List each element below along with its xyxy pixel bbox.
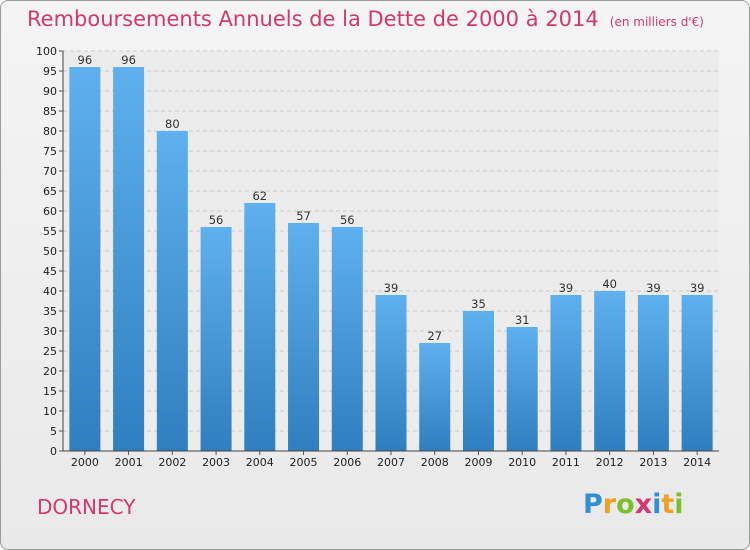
bar <box>69 67 101 451</box>
x-tick-label: 2010 <box>508 456 536 469</box>
bar <box>113 67 145 451</box>
y-tick-label: 55 <box>43 225 57 238</box>
x-tick-label: 2006 <box>333 456 361 469</box>
y-tick-label: 5 <box>50 425 57 438</box>
logo-letter: i <box>652 489 662 520</box>
bar <box>288 223 320 451</box>
bar <box>506 327 538 451</box>
bar <box>419 343 451 451</box>
logo-letter: r <box>602 489 617 520</box>
data-label: 40 <box>602 277 617 291</box>
x-tick-label: 2008 <box>421 456 449 469</box>
data-label: 27 <box>427 329 442 343</box>
y-tick-label: 75 <box>43 145 57 158</box>
bar <box>637 295 669 451</box>
y-tick-label: 95 <box>43 65 57 78</box>
y-tick-label: 40 <box>43 285 57 298</box>
x-tick-label: 2005 <box>290 456 318 469</box>
y-tick-label: 90 <box>43 85 57 98</box>
y-tick-label: 45 <box>43 265 57 278</box>
bar <box>200 227 232 451</box>
data-label: 35 <box>471 297 486 311</box>
y-tick-label: 65 <box>43 185 57 198</box>
logo-letter: o <box>616 489 635 520</box>
data-label: 96 <box>121 53 136 67</box>
data-label: 39 <box>646 281 661 295</box>
logo-letter: i <box>674 489 684 520</box>
data-label: 31 <box>515 313 530 327</box>
chart-unit-note: (en milliers d'€) <box>609 15 704 29</box>
data-label: 57 <box>296 209 311 223</box>
data-label: 96 <box>78 53 93 67</box>
bar <box>462 311 494 451</box>
chart-title: Remboursements Annuels de la Dette de 20… <box>27 7 599 31</box>
chart-title-row: Remboursements Annuels de la Dette de 20… <box>27 7 704 31</box>
x-tick-label: 2007 <box>377 456 405 469</box>
y-tick-label: 35 <box>43 305 57 318</box>
data-label: 80 <box>165 117 180 131</box>
x-tick-label: 2001 <box>115 456 143 469</box>
y-tick-label: 70 <box>43 165 57 178</box>
x-tick-label: 2009 <box>464 456 492 469</box>
bar <box>550 295 582 451</box>
x-tick-label: 2000 <box>71 456 99 469</box>
data-label: 56 <box>209 213 224 227</box>
data-label: 39 <box>384 281 399 295</box>
y-tick-label: 100 <box>36 45 57 58</box>
bar <box>156 131 188 451</box>
bar <box>331 227 363 451</box>
y-tick-label: 20 <box>43 365 57 378</box>
y-tick-label: 30 <box>43 325 57 338</box>
x-tick-label: 2003 <box>202 456 230 469</box>
x-tick-label: 2004 <box>246 456 274 469</box>
x-tick-label: 2002 <box>158 456 186 469</box>
x-tick-label: 2011 <box>552 456 580 469</box>
y-tick-label: 25 <box>43 345 57 358</box>
y-tick-label: 85 <box>43 105 57 118</box>
x-tick-label: 2012 <box>596 456 624 469</box>
x-tick-label: 2014 <box>683 456 711 469</box>
y-tick-label: 0 <box>50 445 57 458</box>
y-tick-label: 10 <box>43 405 57 418</box>
data-label: 39 <box>690 281 705 295</box>
y-tick-label: 15 <box>43 385 57 398</box>
data-label: 62 <box>252 189 267 203</box>
proxiti-logo: Proxiti <box>583 489 684 520</box>
y-tick-label: 50 <box>43 245 57 258</box>
bar <box>681 295 713 451</box>
y-tick-label: 80 <box>43 125 57 138</box>
logo-letter: x <box>634 489 653 520</box>
commune-name: DORNECY <box>37 495 136 519</box>
y-tick-label: 60 <box>43 205 57 218</box>
logo-letter: t <box>661 489 675 520</box>
data-label: 39 <box>559 281 574 295</box>
bar <box>375 295 407 451</box>
x-tick-label: 2013 <box>639 456 667 469</box>
bar <box>244 203 276 451</box>
data-label: 56 <box>340 213 355 227</box>
bar <box>594 291 626 451</box>
logo-letter: P <box>583 489 603 520</box>
